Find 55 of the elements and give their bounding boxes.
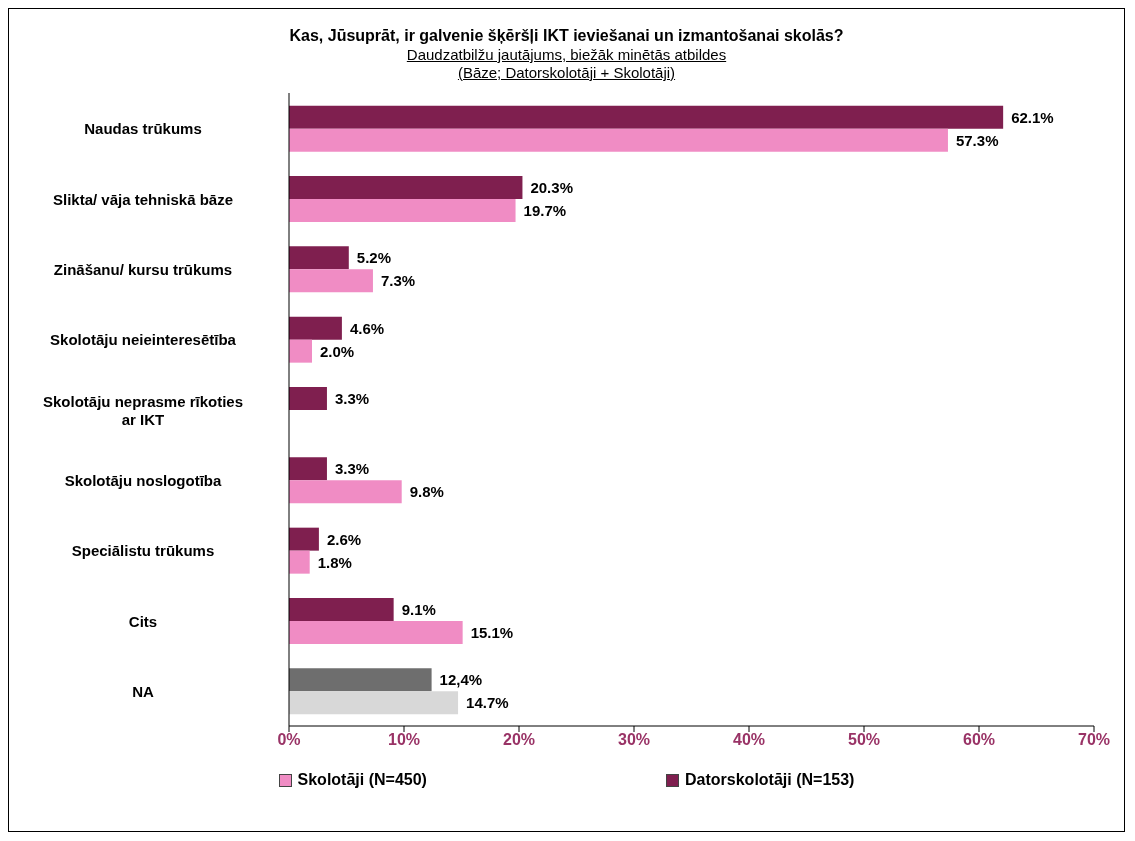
chart-title: Kas, Jūsuprāt, ir galvenie šķēršļi IKT ieviešanai un izmantošanai skolās? (288, 27, 845, 45)
x-tick-label: 10% (387, 731, 421, 749)
bar (289, 105, 1004, 129)
data-label: 57.3% (955, 131, 999, 149)
bar (289, 339, 312, 363)
bar (289, 597, 394, 621)
bar (289, 175, 523, 199)
y-tick-label: NA (132, 682, 154, 700)
data-label: 12,4% (439, 671, 483, 689)
data-label: 62.1% (1011, 108, 1054, 126)
y-tick-label: Skolotāju neprasme rīkoties ar IKT (42, 392, 244, 427)
data-label: 3.3% (334, 389, 370, 407)
x-tick-label: 30% (617, 731, 651, 749)
chart-subtitle: Daudzatbilžu jautājums, biežāk minētās atbildes (Bāze; Datorskolotāji + Skolotāji) (405, 46, 728, 81)
legend-label: Skolotāji (N=450) (297, 771, 427, 789)
x-tick-label: 0% (277, 731, 301, 749)
bar (289, 316, 342, 340)
data-label: 9.1% (401, 600, 436, 618)
bar (289, 550, 310, 574)
data-label: 20.3% (530, 178, 573, 196)
bar (289, 198, 516, 222)
bar (289, 480, 402, 504)
x-tick-label: 70% (1077, 731, 1111, 749)
y-tick-label: Zināšanu/ kursu trūkums (53, 260, 233, 278)
bar (289, 246, 349, 270)
data-label: 9.8% (409, 483, 444, 501)
bar (289, 457, 327, 481)
x-tick-label: 40% (732, 731, 766, 749)
data-label: 19.7% (523, 201, 567, 219)
y-tick-label: Slikta/ vāja tehniskā bāze (52, 190, 234, 207)
data-label: 1.8% (317, 553, 352, 571)
bar (289, 128, 948, 152)
bar (289, 691, 459, 715)
y-tick-label: Skolotāju neieinteresētība (50, 330, 237, 348)
bar (289, 668, 432, 692)
data-label: 3.3% (334, 460, 370, 478)
y-tick-label: Skolotāju noslogotība (64, 471, 222, 489)
bar (289, 386, 327, 410)
y-tick-label: Naudas trūkums (84, 119, 202, 137)
y-tick-label: Speciālistu trūkums (71, 541, 215, 559)
y-tick-label: Cits (128, 612, 158, 629)
data-label: 7.3% (380, 272, 416, 290)
legend-label: Datorskolotāji (N=153) (685, 771, 855, 789)
data-label: 5.2% (356, 249, 391, 267)
data-label: 2.0% (320, 342, 355, 360)
x-tick-label: 20% (502, 731, 536, 749)
bar (289, 269, 373, 293)
x-tick-label: 50% (847, 731, 881, 749)
data-label: 2.6% (326, 530, 362, 548)
bar (289, 527, 319, 551)
data-label: 4.6% (349, 319, 385, 337)
x-tick-label: 60% (962, 731, 996, 749)
data-label: 15.1% (470, 623, 514, 641)
data-label: 14.7% (466, 694, 509, 712)
bar (289, 620, 463, 644)
